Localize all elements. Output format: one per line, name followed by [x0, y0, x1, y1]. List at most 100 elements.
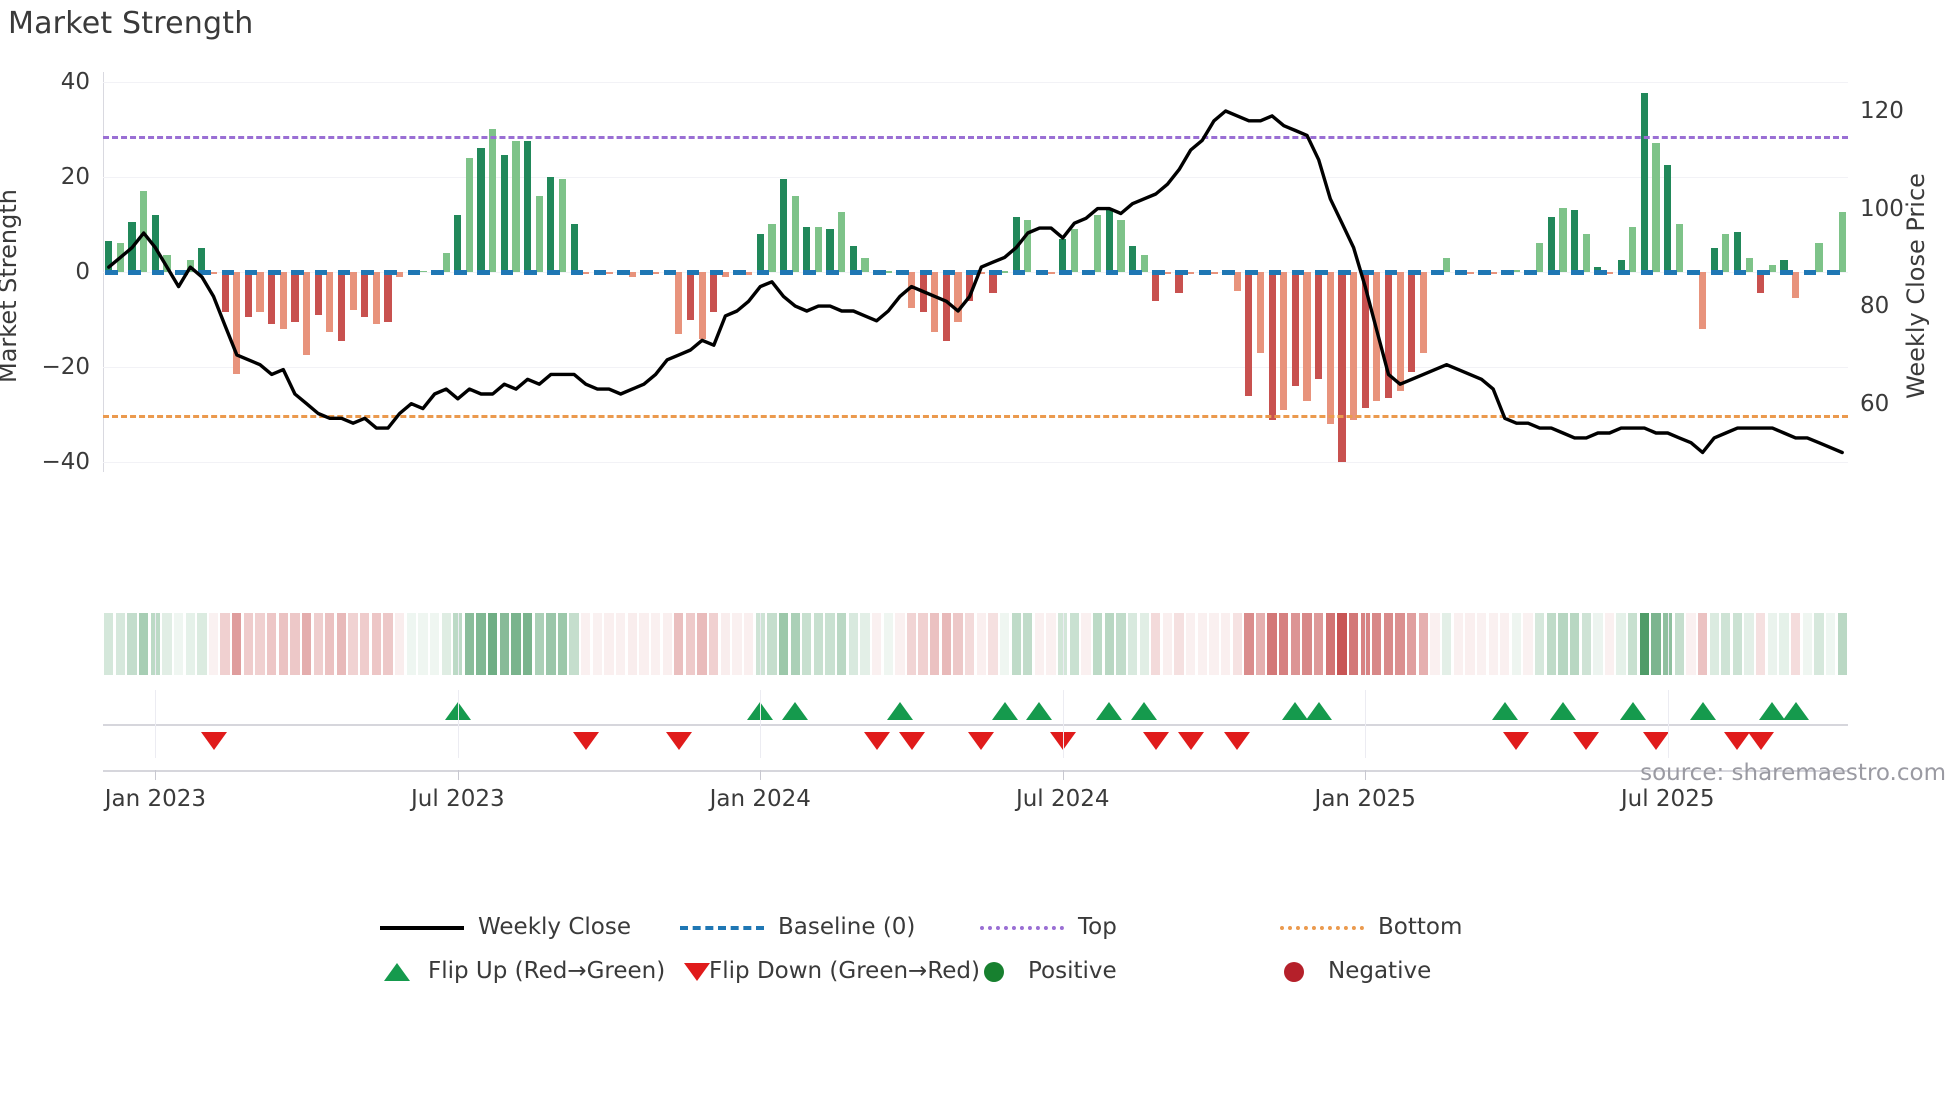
heatmap-cell — [906, 613, 917, 675]
strength-bar — [849, 245, 857, 272]
strength-bar — [442, 252, 450, 272]
heatmap-cell — [1151, 613, 1161, 675]
heatmap-cell — [1023, 613, 1033, 675]
strength-bar — [1594, 267, 1602, 272]
baseline-segment — [570, 270, 584, 275]
heatmap-cell — [1756, 613, 1766, 675]
baseline-segment — [1152, 270, 1165, 275]
flip-up-marker — [1549, 702, 1576, 720]
strength-bar — [1419, 272, 1427, 353]
baseline-segment — [1640, 270, 1654, 275]
legend-flip-down[interactable]: Flip Down (Green→Red) — [680, 958, 980, 984]
strength-bar — [628, 272, 636, 277]
heatmap-cell — [999, 613, 1010, 675]
legend-positive[interactable]: Positive — [980, 958, 1280, 984]
baseline-segment — [500, 270, 514, 275]
baseline-segment — [686, 270, 700, 275]
right-tick-label: 100 — [1860, 195, 1904, 222]
legend-label: Top — [1078, 914, 1117, 940]
dotted-line-swatch-icon — [980, 915, 1064, 939]
strength-bar — [221, 272, 229, 313]
heatmap-cell — [325, 613, 335, 675]
x-tick-label: Jul 2024 — [1015, 786, 1110, 812]
bottom-reference-line — [103, 414, 1848, 418]
legend-negative[interactable]: Negative — [1280, 958, 1580, 984]
strength-bar — [1698, 272, 1707, 330]
heatmap-cell — [220, 613, 230, 675]
legend-flip-up[interactable]: Flip Up (Red→Green) — [380, 958, 680, 984]
heatmap-cell — [1604, 613, 1615, 675]
right-axis-title: Weekly Close Price — [1902, 173, 1930, 399]
strength-bar — [977, 272, 985, 275]
heatmap-cell — [1686, 613, 1696, 675]
strength-bar — [314, 272, 322, 315]
strength-bar — [1187, 272, 1195, 274]
heatmap-cell — [1546, 613, 1556, 675]
baseline-segment — [942, 270, 956, 275]
legend-row-1: Weekly Close Baseline (0) Top Bottom — [0, 905, 1960, 949]
heatmap-cell — [476, 613, 486, 675]
flip-down-marker — [1573, 732, 1600, 750]
legend-bottom[interactable]: Bottom — [1280, 914, 1580, 940]
strength-bar — [209, 272, 218, 274]
strength-bar — [803, 226, 811, 272]
gridline — [103, 176, 1848, 178]
heatmap-cell — [1046, 613, 1056, 675]
heatmap-cell — [1663, 613, 1673, 675]
strength-bar — [384, 272, 392, 322]
heatmap-cell — [709, 613, 719, 675]
baseline-segment — [454, 270, 467, 275]
baseline-segment — [244, 270, 258, 275]
baseline-segment — [1384, 270, 1398, 275]
strength-bar — [1512, 269, 1521, 272]
strength-bar — [861, 257, 869, 272]
baseline-segment — [1198, 270, 1212, 275]
dashed-line-swatch-icon — [680, 915, 764, 939]
strength-bar — [1024, 219, 1032, 272]
strength-bar — [1640, 93, 1648, 272]
heatmap-cell — [616, 613, 626, 675]
heatmap-cell — [592, 613, 603, 675]
heatmap-cell — [1034, 613, 1045, 675]
strength-bar — [361, 272, 369, 318]
strength-bar — [966, 272, 974, 301]
baseline-segment — [1128, 270, 1142, 275]
flip-down-marker — [898, 732, 925, 750]
baseline-segment — [1082, 270, 1096, 275]
heatmap-cell — [802, 613, 812, 675]
flip-up-marker — [1305, 702, 1332, 720]
heatmap-cell — [1209, 613, 1219, 675]
legend-top[interactable]: Top — [980, 914, 1280, 940]
strength-bar — [1559, 207, 1567, 272]
left-tick-label: 40 — [60, 68, 90, 95]
right-tick-label: 60 — [1860, 390, 1890, 417]
heatmap-cell — [778, 613, 789, 675]
heatmap-cell — [441, 613, 451, 675]
strength-bar — [1780, 260, 1788, 272]
heatmap-cell — [1837, 613, 1847, 675]
strength-bar — [1175, 272, 1183, 294]
strength-bar — [814, 226, 823, 272]
baseline-segment — [1338, 270, 1351, 275]
gridline — [103, 367, 1848, 369]
baseline-segment — [221, 270, 235, 275]
legend-baseline[interactable]: Baseline (0) — [680, 914, 980, 940]
heatmap-cell — [255, 613, 265, 675]
heatmap-cell — [1290, 613, 1301, 675]
heatmap-cell — [930, 613, 940, 675]
flip-down-marker — [1747, 732, 1774, 750]
flip-up-marker — [1689, 702, 1716, 720]
heatmap-cell — [639, 613, 649, 675]
flip-down-marker — [665, 732, 692, 750]
heatmap-cell — [1011, 613, 1021, 675]
baseline-segment — [1501, 270, 1514, 275]
heatmap-cell — [1395, 613, 1405, 675]
legend-weekly-close[interactable]: Weekly Close — [380, 914, 680, 940]
left-axis-title: Market Strength — [0, 189, 22, 383]
heatmap-cell — [837, 613, 847, 675]
strength-bar — [1838, 212, 1846, 272]
heatmap-cell — [1767, 613, 1778, 675]
heatmap-cell — [1709, 613, 1719, 675]
baseline-segment — [617, 270, 630, 275]
legend-label: Baseline (0) — [778, 914, 916, 940]
